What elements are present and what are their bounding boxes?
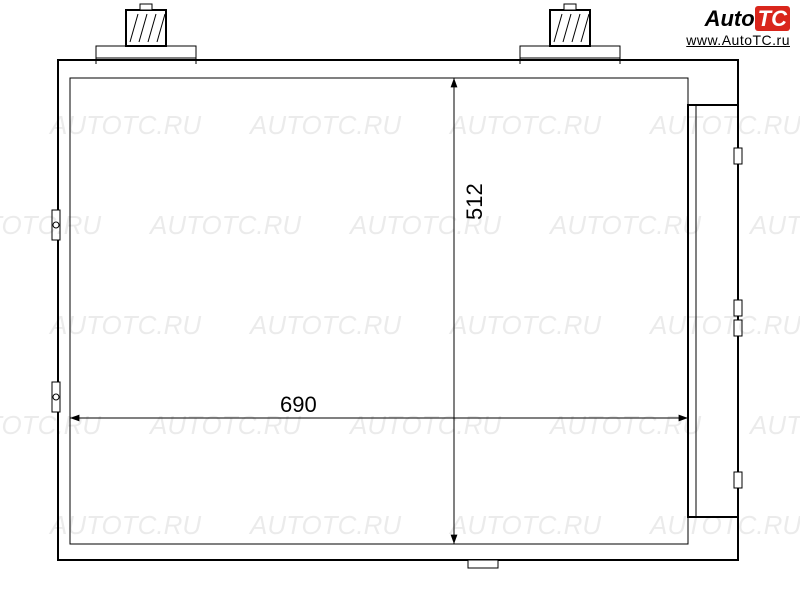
- logo-url: www.AutoTC.ru: [686, 32, 790, 48]
- dimension-height-label: 512: [462, 183, 488, 220]
- logo-brand-pre: Auto: [705, 6, 755, 31]
- logo-brand: AutoTC: [686, 6, 790, 32]
- technical-drawing: [0, 0, 800, 600]
- logo-brand-mid: TC: [755, 6, 790, 31]
- logo-block: AutoTC www.AutoTC.ru: [686, 6, 790, 48]
- dimension-width-label: 690: [280, 392, 317, 418]
